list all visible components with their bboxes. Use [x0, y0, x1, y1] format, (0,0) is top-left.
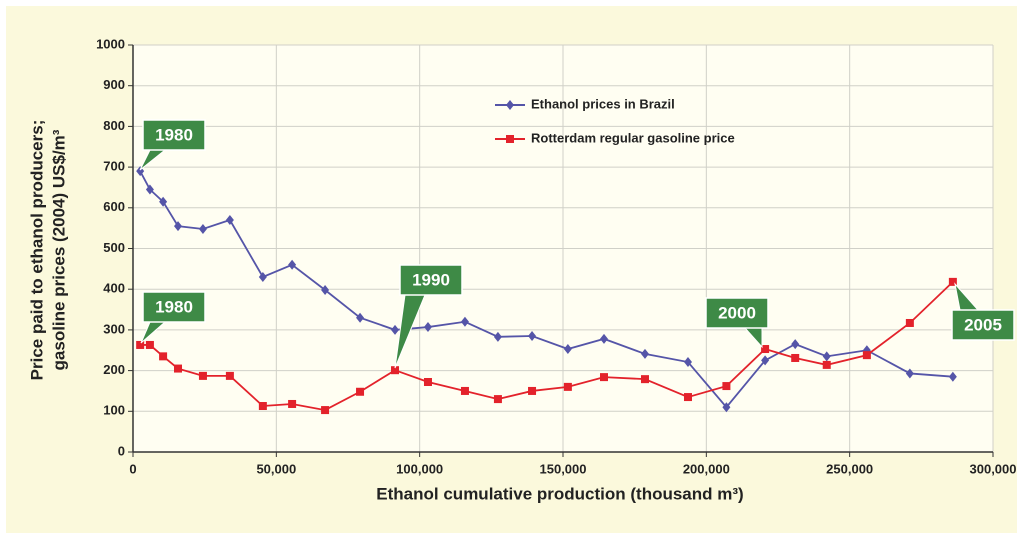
marker: [822, 360, 831, 369]
x-tick-label: 300,000: [970, 461, 1017, 476]
legend-marker: [506, 100, 514, 110]
marker: [640, 375, 649, 384]
annotation-box: [951, 309, 1015, 341]
marker: [391, 366, 400, 375]
x-tick-label: 200,000: [683, 461, 730, 476]
annotation: 1980: [139, 119, 206, 171]
marker: [356, 387, 365, 396]
marker: [905, 318, 914, 327]
marker: [198, 223, 207, 234]
marker: [683, 393, 692, 402]
marker: [493, 331, 502, 342]
marker: [145, 340, 154, 349]
marker: [288, 259, 297, 270]
marker: [174, 221, 183, 232]
annotation: 1980: [140, 291, 206, 344]
x-axis-label: Ethanol cumulative production (thousand …: [376, 484, 743, 503]
y-tick-label: 800: [103, 118, 125, 133]
annotation-box: [399, 264, 463, 296]
marker: [145, 184, 154, 195]
marker: [136, 340, 145, 349]
y-tick-label: 400: [103, 281, 125, 296]
marker: [862, 351, 871, 360]
marker: [225, 371, 234, 380]
annotation-text: 2005: [964, 315, 1002, 334]
marker: [321, 406, 330, 415]
series-line: [139, 170, 953, 409]
legend-label: Rotterdam regular gasoline price: [531, 130, 735, 145]
annotation-box: [705, 297, 769, 329]
marker: [599, 373, 608, 382]
annotation-text: 1980: [155, 297, 193, 316]
marker: [159, 196, 168, 207]
x-tick-label: 0: [129, 461, 136, 476]
annotation: 2000: [705, 297, 769, 349]
marker: [159, 352, 168, 361]
y-tick-label: 900: [103, 77, 125, 92]
marker: [722, 382, 731, 391]
annotation: 1990: [394, 264, 463, 369]
annotation-text: 2000: [718, 303, 756, 322]
marker: [528, 386, 537, 395]
marker: [321, 285, 330, 296]
x-tick-label: 50,000: [256, 461, 296, 476]
marker: [722, 402, 731, 413]
marker: [288, 399, 297, 408]
y-tick-label: 600: [103, 199, 125, 214]
annotation: 2005: [951, 282, 1015, 341]
marker: [599, 333, 608, 344]
annotation-box: [142, 119, 206, 151]
series-line: [140, 281, 954, 412]
marker: [683, 357, 692, 368]
marker: [640, 348, 649, 359]
marker: [258, 402, 267, 411]
marker: [423, 377, 432, 386]
marker: [198, 371, 207, 380]
x-tick-label: 100,000: [396, 461, 443, 476]
marker: [791, 339, 800, 350]
marker: [174, 364, 183, 373]
y-tick-label: 200: [103, 362, 125, 377]
marker: [528, 331, 537, 342]
x-tick-label: 150,000: [540, 461, 587, 476]
marker: [460, 386, 469, 395]
marker: [948, 371, 957, 382]
y-axis-label: Price paid to ethanol producers;: [27, 120, 46, 381]
legend-marker: [506, 135, 514, 143]
marker: [948, 277, 957, 286]
marker: [391, 324, 400, 335]
marker: [761, 345, 770, 354]
legend-label: Ethanol prices in Brazil: [531, 96, 675, 111]
marker: [563, 382, 572, 391]
marker: [493, 395, 502, 404]
marker: [822, 351, 831, 362]
marker: [905, 368, 914, 379]
annotation-text: 1980: [155, 125, 193, 144]
marker: [563, 344, 572, 355]
y-tick-label: 300: [103, 321, 125, 336]
marker: [258, 271, 267, 282]
marker: [791, 353, 800, 362]
y-tick-label: 700: [103, 159, 125, 174]
annotation-text: 1990: [412, 270, 450, 289]
marker: [225, 215, 234, 226]
marker: [423, 322, 432, 333]
marker: [356, 312, 365, 323]
annotation-box: [142, 291, 206, 323]
y-tick-label: 0: [118, 443, 125, 458]
y-axis-label: gasoline prices (2004) US$/m³: [49, 129, 68, 370]
y-tick-label: 100: [103, 403, 125, 418]
marker: [460, 316, 469, 327]
y-tick-label: 1000: [96, 36, 125, 51]
y-tick-label: 500: [103, 240, 125, 255]
marker: [761, 355, 770, 366]
x-tick-label: 250,000: [826, 461, 873, 476]
